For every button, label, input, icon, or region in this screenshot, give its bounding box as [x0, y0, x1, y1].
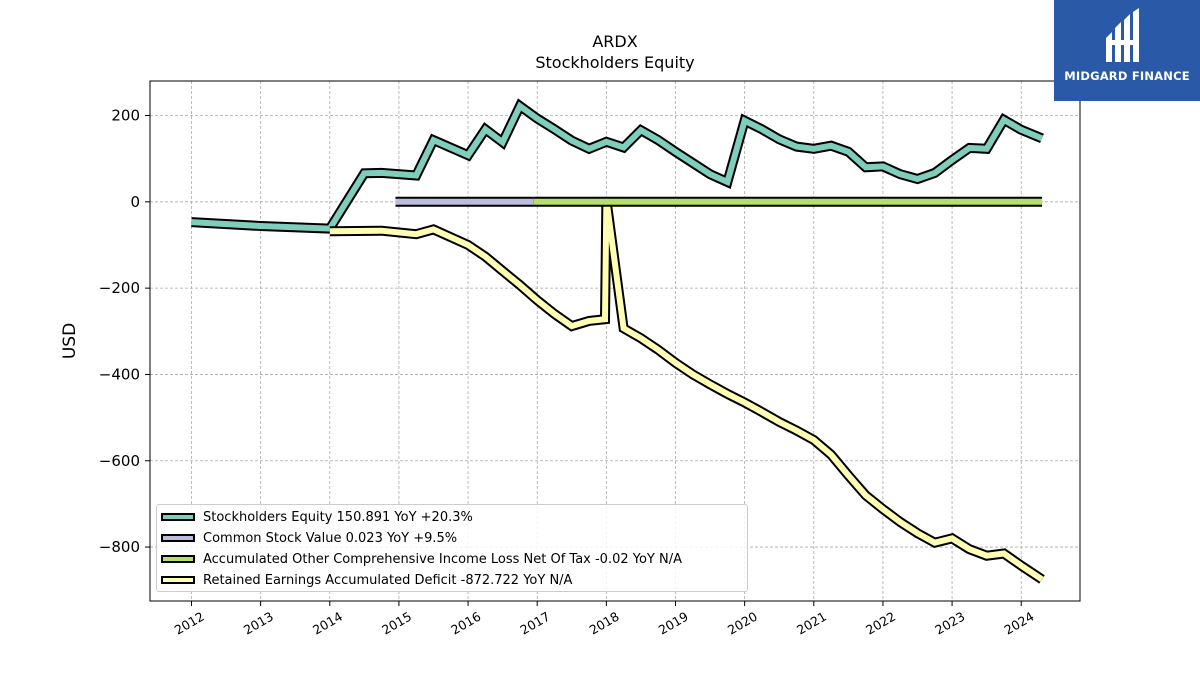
chart-title: ARDX	[592, 32, 638, 51]
brand-logo: MIDGARD FINANCE	[1054, 0, 1200, 101]
x-tick-label: 2020	[725, 609, 760, 638]
plot-frame	[149, 80, 1081, 602]
x-tick-label: 2014	[310, 609, 345, 638]
legend-swatch	[161, 513, 195, 521]
legend-swatch	[161, 576, 195, 584]
y-tick-label: 0	[130, 193, 140, 211]
legend-label: Common Stock Value 0.023 YoY +9.5%	[203, 530, 458, 546]
x-tick-label: 2017	[517, 609, 552, 638]
legend-label: Retained Earnings Accumulated Deficit -8…	[203, 572, 573, 588]
y-tick-label: −600	[99, 452, 140, 470]
x-tick-label: 2018	[587, 609, 622, 638]
series-outline-0	[191, 98, 1044, 234]
x-tick-label: 2022	[863, 609, 898, 638]
legend: Stockholders Equity 150.891 YoY +20.3% C…	[156, 504, 748, 592]
series-layer	[191, 98, 1045, 584]
x-tick-label: 2013	[241, 609, 276, 638]
series-line-3	[329, 199, 1044, 582]
legend-swatch	[161, 534, 195, 542]
y-tick-label: −400	[99, 365, 140, 383]
legend-label: Stockholders Equity 150.891 YoY +20.3%	[203, 509, 473, 525]
series-line-0	[191, 101, 1044, 232]
x-tick-label: 2019	[656, 609, 691, 638]
x-tick-label: 2023	[932, 609, 967, 638]
logo-mark-icon	[1106, 8, 1139, 62]
legend-swatch	[161, 555, 195, 563]
logo-text: MIDGARD FINANCE	[1064, 69, 1190, 83]
legend-item: Retained Earnings Accumulated Deficit -8…	[161, 572, 572, 588]
legend-item: Stockholders Equity 150.891 YoY +20.3%	[161, 509, 473, 525]
y-tick-label: −800	[99, 538, 140, 556]
legend-item: Accumulated Other Comprehensive Income L…	[161, 551, 682, 567]
legend-label: Accumulated Other Comprehensive Income L…	[203, 551, 682, 567]
y-axis-label: USD	[60, 323, 80, 359]
x-tick-label: 2015	[379, 609, 414, 638]
legend-item: Common Stock Value 0.023 YoY +9.5%	[161, 530, 457, 546]
y-tick-label: −200	[99, 279, 140, 297]
chart-subtitle: Stockholders Equity	[535, 53, 695, 72]
x-tick-label: 2021	[794, 609, 829, 638]
x-tick-label: 2012	[172, 609, 207, 638]
x-tick-label: 2016	[448, 609, 483, 638]
y-tick-label: 200	[111, 107, 140, 125]
x-tick-label: 2024	[1001, 609, 1036, 638]
